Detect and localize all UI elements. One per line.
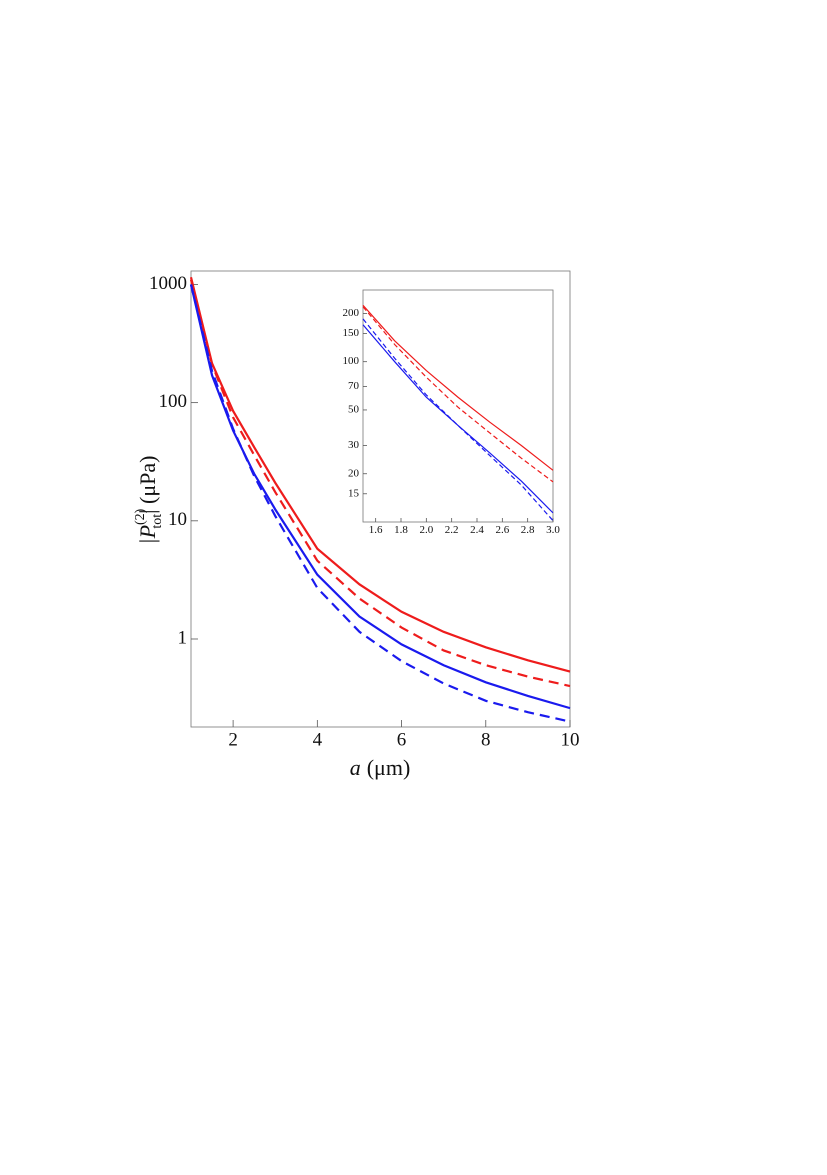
y-tick-label: 20: [348, 467, 360, 479]
y-tick-label: 1000: [149, 273, 187, 294]
x-axis-label: a (μm): [350, 755, 411, 780]
y-tick-label: 30: [348, 439, 360, 451]
y-tick-label: 100: [343, 355, 360, 367]
y-tick-label: 1: [178, 627, 188, 648]
x-tick-label: 2: [228, 730, 238, 751]
y-tick-label: 100: [159, 391, 188, 412]
x-tick-label: 6: [397, 730, 407, 751]
plot-frame: [362, 289, 554, 523]
y-tick-label: 70: [348, 380, 360, 392]
y-label-base: |P: [135, 525, 160, 545]
x-label-var: a: [350, 755, 361, 780]
x-tick-label: 1.8: [394, 524, 408, 536]
y-label-sub: tot: [150, 514, 165, 529]
x-label-unit: (μm): [367, 755, 411, 780]
y-tick-label: 10: [168, 509, 187, 530]
y-axis-label: |P(2) tot| (μPa): [133, 456, 165, 545]
x-tick-label: 3.0: [546, 524, 560, 536]
curve: [362, 304, 554, 471]
y-tick-label: 15: [348, 487, 360, 499]
x-tick-label: 2.8: [521, 524, 535, 536]
curve: [362, 324, 554, 514]
curve: [189, 284, 571, 710]
y-tick-label: 200: [343, 307, 360, 319]
y-tick-label: 150: [343, 327, 360, 339]
curve: [189, 279, 571, 688]
x-tick-label: 2.4: [470, 524, 484, 536]
x-tick-label: 1.6: [369, 524, 383, 536]
x-tick-label: 2.2: [445, 524, 459, 536]
curve: [189, 284, 571, 723]
curve: [362, 318, 554, 522]
x-tick-label: 2.6: [495, 524, 509, 536]
x-tick-label: 4: [313, 730, 323, 751]
y-tick-label: 50: [348, 403, 360, 415]
x-tick-label: 8: [481, 730, 491, 751]
x-tick-label: 10: [561, 730, 580, 751]
x-tick-label: 2.0: [419, 524, 433, 536]
curve: [362, 306, 554, 483]
curve: [189, 277, 571, 673]
y-label-sup: (2): [133, 508, 148, 525]
y-label-unit: | (μPa): [135, 456, 160, 514]
